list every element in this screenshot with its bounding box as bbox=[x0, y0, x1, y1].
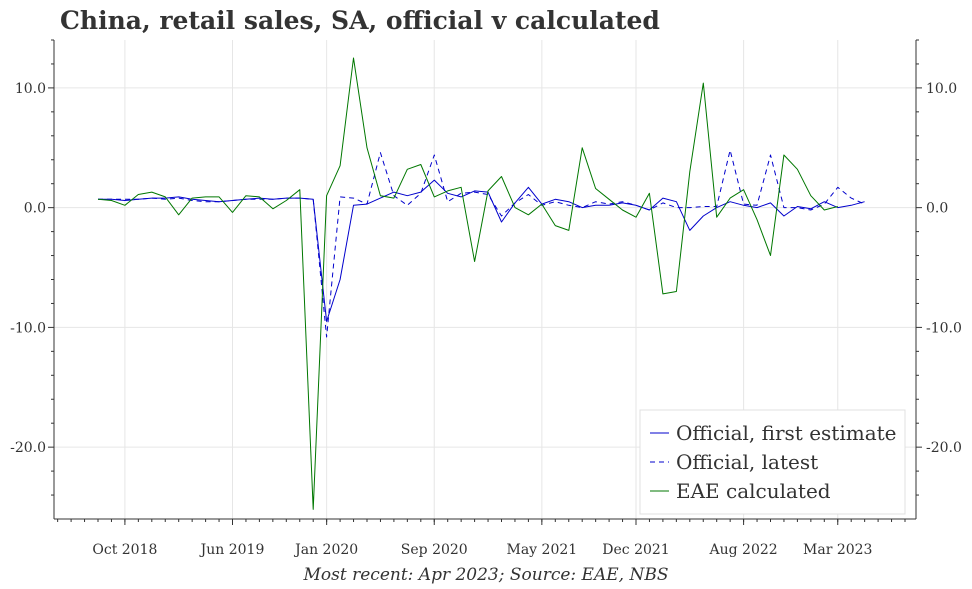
series-official-first-estimate bbox=[98, 179, 865, 322]
series-official-latest bbox=[98, 149, 865, 338]
legend-box bbox=[639, 409, 906, 515]
series-layer bbox=[97, 57, 865, 510]
legend: Official, first estimate Official, lates… bbox=[639, 409, 906, 515]
y-tick-label-left: -10.0 bbox=[10, 320, 46, 336]
y-tick-label-right: 10.0 bbox=[926, 81, 957, 97]
x-tick-label: Jun 2019 bbox=[199, 542, 265, 558]
y-tick-label-right: 0.0 bbox=[926, 201, 948, 217]
x-tick-label: Mar 2023 bbox=[803, 542, 872, 558]
y-tick-label-right: -20.0 bbox=[926, 440, 962, 456]
x-tick-label: Sep 2020 bbox=[401, 542, 468, 558]
x-tick-label: Oct 2018 bbox=[92, 542, 157, 558]
x-tick-label: Aug 2022 bbox=[709, 542, 778, 558]
y-tick-label-right: -10.0 bbox=[926, 320, 962, 336]
source-note: Most recent: Apr 2023; Source: EAE, NBS bbox=[303, 565, 669, 585]
x-tick-label: Jan 2020 bbox=[293, 542, 358, 558]
series-eae-calculated bbox=[97, 57, 838, 510]
legend-label-first-estimate: Official, first estimate bbox=[676, 421, 897, 445]
x-tick-label: May 2021 bbox=[507, 542, 578, 558]
x-tick-label: Dec 2021 bbox=[602, 542, 669, 558]
axis-layer: 10.0 10.0 0.0 0.0 -10.0 -10.0 -20.0 -20.0 Oct 20… bbox=[10, 39, 962, 558]
y-tick-label-left: 10.0 bbox=[15, 81, 46, 97]
legend-label-latest: Official, latest bbox=[676, 450, 818, 474]
legend-label-eae: EAE calculated bbox=[676, 479, 831, 503]
y-tick-label-left: 0.0 bbox=[24, 201, 46, 217]
y-tick-label-left: -20.0 bbox=[10, 440, 46, 456]
chart-title: China, retail sales, SA, official v calc… bbox=[60, 6, 660, 35]
